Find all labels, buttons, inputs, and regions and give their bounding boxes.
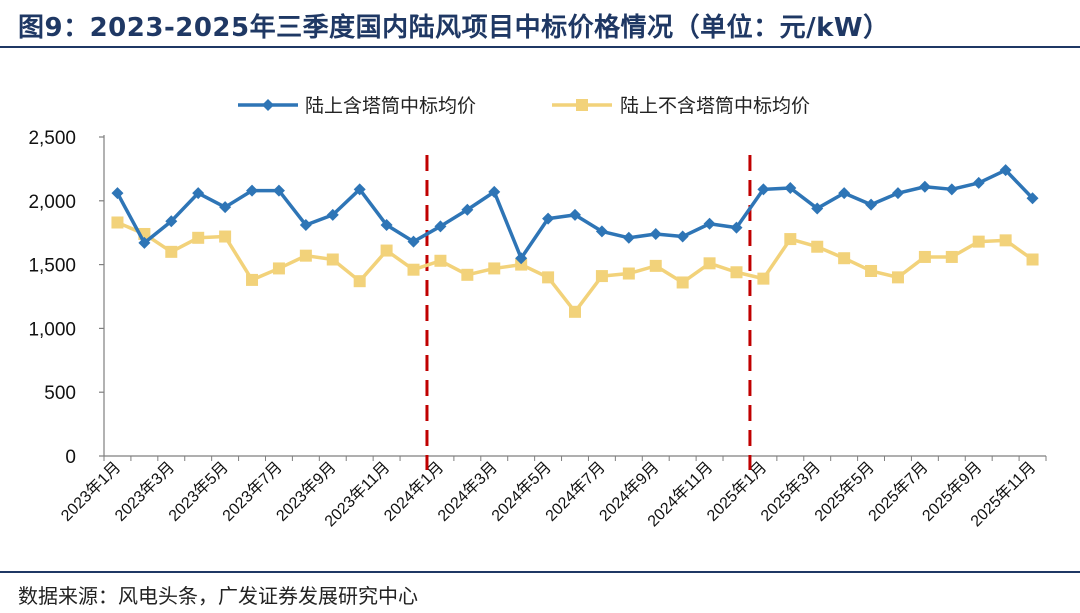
data-point [515,252,528,265]
data-point [918,180,931,193]
data-point [542,212,555,225]
data-point [757,183,770,196]
data-point [649,259,662,272]
data-point [999,164,1012,177]
y-tick-label: 2,000 [28,192,76,213]
data-point [272,262,285,275]
data-point [945,183,958,196]
data-point [192,187,205,200]
data-point [703,257,716,270]
data-point [622,267,635,280]
data-point [461,203,474,216]
title-divider [0,46,1080,48]
data-point [1026,192,1039,205]
data-point [515,258,528,271]
data-point [622,231,635,244]
data-point [569,305,581,318]
page-title: 图9：2023-2025年三季度国内陆风项目中标价格情况（单位：元/kW） [18,13,890,43]
y-tick-label: 0 [65,447,76,468]
y-tick-label: 500 [44,383,76,404]
legend-marker [576,99,588,111]
data-point [757,272,770,285]
data-point [730,221,743,234]
data-point [165,245,178,258]
y-tick-label: 2,500 [28,128,76,149]
data-point [353,183,366,196]
data-point [299,249,312,262]
data-point [703,217,716,230]
data-point [434,254,447,267]
data-point [1026,253,1039,266]
data-point [219,201,232,214]
data-point [784,182,797,195]
data-point [972,176,985,189]
data-point [246,273,259,286]
data-point [542,271,555,284]
legend-label: 陆上含塔筒中标均价 [305,95,476,117]
data-point [272,184,285,197]
data-point [488,185,501,198]
data-point [111,216,124,229]
data-point [299,219,312,232]
data-point [811,202,824,215]
data-point [838,187,851,200]
data-point [246,184,259,197]
data-point [649,227,662,240]
data-point [891,187,904,200]
data-point [138,236,151,249]
data-point [380,244,393,257]
footer-divider [0,571,1080,573]
data-point [865,198,878,211]
data-point [111,187,124,200]
legend-label: 陆上不含塔筒中标均价 [620,95,810,117]
data-point [595,270,608,283]
data-point [918,250,931,263]
data-point [838,252,851,265]
data-point [434,220,447,233]
data-point [730,266,743,279]
data-point [784,233,797,246]
data-point [488,262,501,275]
data-point [999,234,1012,247]
data-point [165,215,178,228]
data-point [865,264,878,277]
data-point [676,230,689,243]
y-tick-label: 1,500 [28,256,76,277]
data-point [891,271,904,284]
data-point [192,231,205,244]
legend-marker [262,99,274,111]
data-point [326,208,339,221]
data-point [461,268,474,281]
series-line [116,220,1034,314]
y-tick-label: 1,000 [28,319,76,340]
data-point [811,240,824,253]
data-point [945,250,958,263]
data-point [353,275,366,288]
data-point [380,219,393,232]
source-note: 数据来源：风电头条，广发证券发展研究中心 [18,584,418,608]
data-point [569,208,581,221]
data-point [407,263,420,276]
data-point [326,253,339,266]
data-point [407,235,420,248]
data-point [676,276,689,289]
data-point [219,230,232,243]
data-point [595,225,608,238]
data-point [972,235,985,248]
